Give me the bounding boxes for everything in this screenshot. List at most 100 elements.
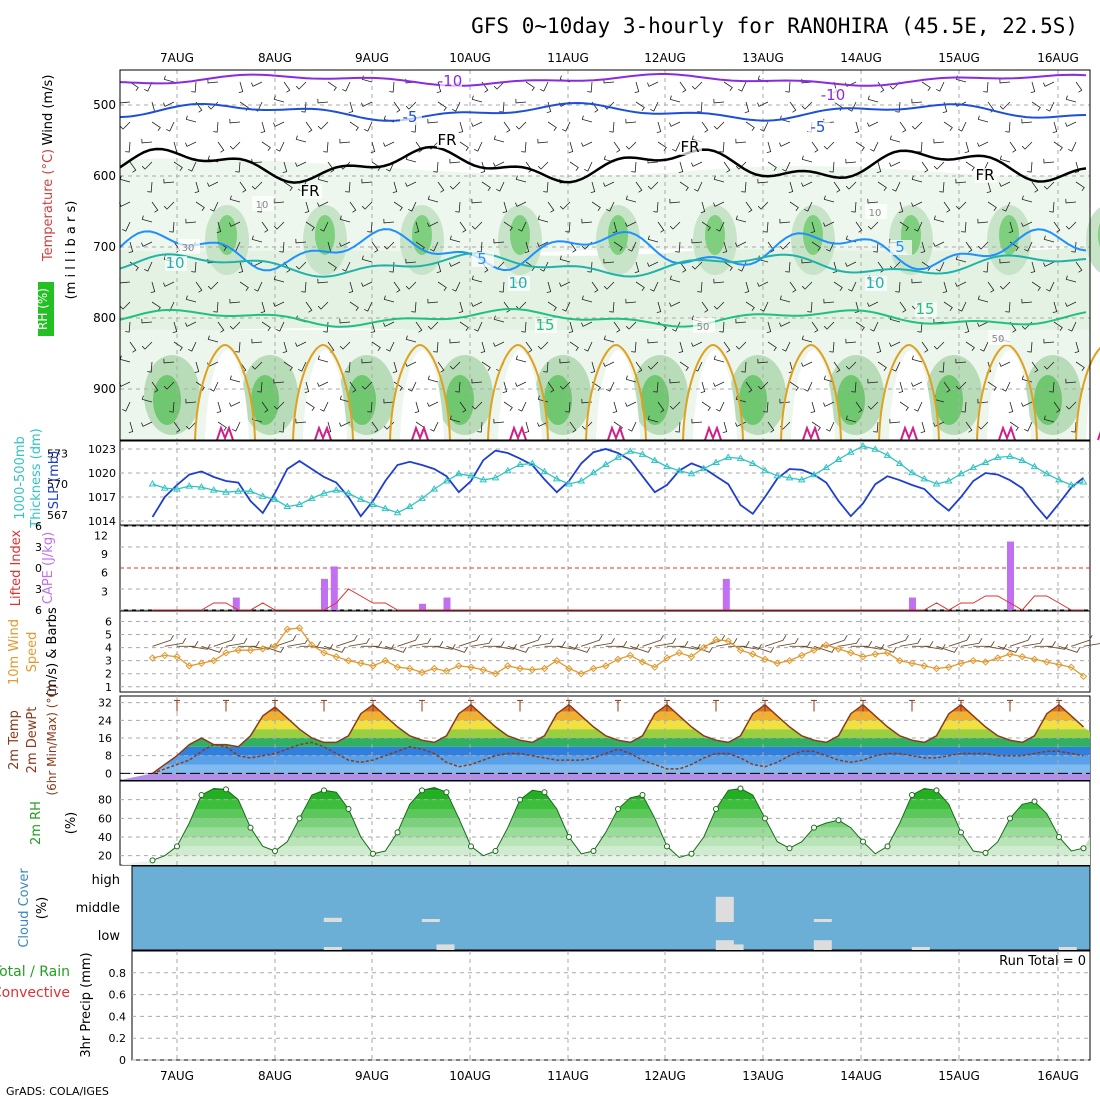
wind-barb (964, 321, 970, 333)
wind-barb (301, 281, 307, 293)
wind-barb (521, 141, 527, 153)
wind-barb (631, 161, 637, 173)
wind-barb (877, 181, 887, 192)
thickness-point (320, 489, 328, 496)
wind-barb (635, 181, 643, 193)
cape-bar (722, 578, 730, 610)
wind-barb (455, 381, 461, 393)
thickness-point (479, 475, 488, 483)
wind-barb (569, 421, 577, 433)
top-day-label: 7AUG (160, 51, 194, 65)
wind-barb (603, 361, 615, 367)
thickness-point (993, 453, 1002, 460)
sfc-wind-barb (323, 645, 346, 653)
wind-barb (537, 215, 549, 223)
wind-barb (779, 218, 791, 224)
cloud-bar (1058, 947, 1077, 950)
wind-ylabel-2: Speed (25, 632, 40, 673)
wind-barb (1053, 321, 1063, 332)
wind-barb (260, 301, 266, 313)
sfc-wind-barb (189, 644, 211, 650)
sfc-wind-barb (875, 645, 897, 653)
wind-barb (128, 241, 134, 253)
wind-barb (713, 355, 725, 363)
wind-barb (317, 98, 329, 104)
thickness-point (895, 459, 904, 467)
rh-blob-mid-core (999, 215, 1019, 255)
cape-tick-label: 6 (101, 567, 108, 580)
wind-speed-point (565, 664, 573, 673)
wind-barb (603, 335, 615, 343)
wind-barb (493, 341, 505, 347)
wind-barb (459, 221, 467, 233)
wind-barb (405, 101, 417, 110)
wind-barb (364, 121, 373, 132)
wind-barb (559, 381, 571, 390)
wind-barb (625, 375, 637, 383)
wind-barb (723, 261, 733, 272)
wind-barb (188, 341, 197, 352)
wind-barb (169, 401, 175, 413)
thickness-point (834, 455, 843, 462)
wind-barb (433, 161, 439, 173)
dry-column (987, 350, 1031, 440)
wind-barb (229, 321, 241, 330)
wind-speed-point (994, 654, 1002, 662)
wind-barb (735, 161, 747, 170)
wind-barb (459, 321, 469, 332)
sfc-wind-barb (593, 638, 615, 647)
wind-barb (713, 278, 725, 284)
wind-barb (603, 281, 615, 290)
wind-barb (317, 121, 329, 130)
top-day-label: 12AUG (644, 51, 686, 65)
wind-barb (977, 141, 989, 147)
wind-barb (163, 201, 175, 210)
wind-barb (936, 261, 945, 272)
wind-barb (977, 295, 989, 303)
wind-barb (700, 201, 706, 213)
wind-ylabel-3: (m/s) & Barbs (45, 607, 60, 697)
wind-barb (625, 298, 637, 304)
wind-barb (559, 255, 571, 263)
wind-barb (669, 95, 681, 103)
wind-barb (499, 281, 505, 293)
wind-barb (405, 281, 417, 290)
wind-barb (851, 201, 857, 213)
sfc-wind-barb (850, 641, 873, 647)
bottom-day-label: 13AUG (742, 1069, 784, 1083)
wind-barb (515, 175, 527, 183)
wind-barb (921, 161, 929, 173)
wind-barb (943, 301, 953, 312)
wind-barb (427, 298, 439, 304)
wind-barb (455, 201, 461, 213)
wind-barb (559, 358, 571, 364)
thickness-point (589, 468, 598, 476)
wind-barb (173, 421, 181, 433)
wind-barb (669, 275, 681, 283)
sfc-wind-barb (483, 641, 505, 647)
wind-speed-point (344, 656, 353, 665)
wind-barb (804, 201, 813, 212)
wind-barb (779, 141, 791, 147)
sfc-wind-barb (679, 644, 701, 650)
sfc-wind-barb (838, 638, 860, 647)
wind-barb (958, 301, 967, 312)
contour-hot (802, 425, 820, 441)
wind-speed-point (271, 642, 279, 650)
wind-barb (342, 81, 351, 92)
wind-barb (745, 301, 755, 312)
precip-ylabel-3: 3hr Precip (mm) (79, 952, 94, 1057)
wind-speed-point (295, 624, 304, 632)
wind-barb (899, 401, 909, 412)
wind-barb (427, 375, 439, 383)
wind-barb (371, 421, 379, 433)
temp-tick-label: 16 (98, 732, 112, 745)
wind-barb (745, 121, 755, 132)
wind-barb (540, 81, 549, 92)
wind-barb (496, 181, 505, 192)
wind-speed-point (932, 664, 941, 673)
cape-tick-label: 3 (101, 585, 108, 598)
sfc-wind-barb (568, 645, 591, 653)
wind-barb (474, 141, 483, 152)
cloud-ylabel-2: (%) (35, 897, 50, 920)
